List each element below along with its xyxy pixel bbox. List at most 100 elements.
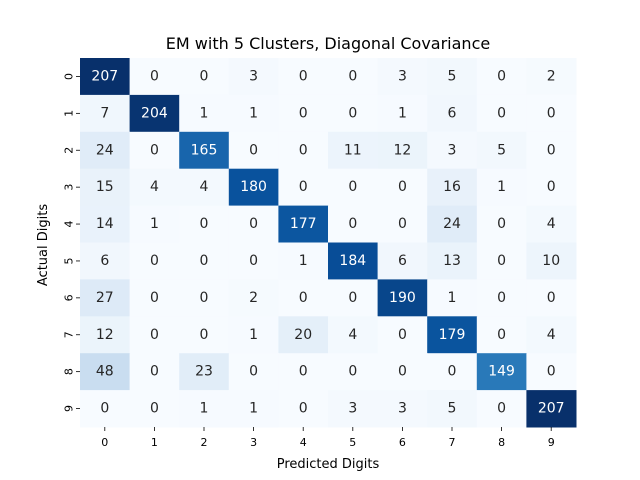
heatmap-cell-9-4 xyxy=(278,390,329,428)
heatmap-cell-0-2 xyxy=(179,58,230,96)
heatmap-cell-8-1 xyxy=(129,353,180,391)
cell-value-6-7: 1 xyxy=(448,290,457,306)
cell-value-5-1: 0 xyxy=(150,253,159,269)
heatmap-cell-6-5 xyxy=(328,279,379,317)
heatmap-cell-4-5 xyxy=(328,205,379,243)
cell-value-6-1: 0 xyxy=(150,290,159,306)
y-tick-label-2: 2 xyxy=(63,147,76,154)
heatmap-cell-8-3 xyxy=(228,353,279,391)
cell-value-7-7: 179 xyxy=(439,327,466,343)
cell-value-8-4: 0 xyxy=(299,364,308,380)
cell-value-2-7: 3 xyxy=(448,142,457,158)
heatmap-cell-8-7 xyxy=(427,353,478,391)
heatmap-cell-0-1 xyxy=(129,58,180,96)
cell-value-0-3: 3 xyxy=(249,68,258,84)
cell-value-3-0: 15 xyxy=(96,179,114,195)
heatmap-cell-4-0 xyxy=(80,205,131,243)
heatmap-cell-7-4 xyxy=(278,316,329,354)
heatmap-cell-1-5 xyxy=(328,94,379,133)
cell-value-8-1: 0 xyxy=(150,364,159,380)
heatmap-cell-3-5 xyxy=(328,168,379,207)
cell-value-6-5: 0 xyxy=(348,290,357,306)
heatmap-cell-5-4 xyxy=(278,242,329,280)
cell-value-5-7: 13 xyxy=(443,253,461,269)
heatmap-cell-4-8 xyxy=(476,205,527,243)
y-tick-label-0: 0 xyxy=(63,73,76,80)
cell-value-4-4: 177 xyxy=(290,216,317,232)
heatmap-cell-6-1 xyxy=(129,279,180,317)
cell-value-3-7: 16 xyxy=(443,179,461,195)
heatmap-cell-4-2 xyxy=(179,205,230,243)
y-tick-label-3: 3 xyxy=(63,184,76,191)
heatmap-cell-6-0 xyxy=(80,279,131,317)
cell-value-8-3: 0 xyxy=(249,364,258,380)
cell-value-7-0: 12 xyxy=(96,327,114,343)
heatmap-cell-3-8 xyxy=(476,168,527,207)
x-tick-label-1: 1 xyxy=(151,436,158,449)
cell-value-8-2: 23 xyxy=(195,364,213,380)
cell-value-2-2: 165 xyxy=(191,142,218,158)
cell-value-3-3: 180 xyxy=(240,179,267,195)
cell-value-2-3: 0 xyxy=(249,142,258,158)
y-axis-ticks: 0 1 2 3 4 5 6 7 8 9 xyxy=(63,73,80,412)
cell-value-5-2: 0 xyxy=(200,253,209,269)
cell-value-5-5: 184 xyxy=(339,253,366,269)
heatmap-cell-7-0 xyxy=(80,316,131,354)
cell-value-1-5: 0 xyxy=(348,105,357,121)
y-tick-label-5: 5 xyxy=(63,257,76,264)
y-tick-label-7: 7 xyxy=(63,331,76,338)
heatmap-cell-8-8 xyxy=(476,353,527,391)
heatmap-cell-2-3 xyxy=(228,131,279,170)
cell-value-8-0: 48 xyxy=(96,364,114,380)
chart-title: EM with 5 Clusters, Diagonal Covariance xyxy=(166,34,490,53)
heatmap-cell-2-2 xyxy=(179,131,230,170)
cell-value-1-6: 1 xyxy=(398,105,407,121)
heatmap-cell-3-9 xyxy=(526,168,577,207)
heatmap-cell-5-3 xyxy=(228,242,279,280)
cell-value-4-7: 24 xyxy=(443,216,461,232)
heatmap-cell-2-4 xyxy=(278,131,329,170)
cell-value-0-5: 0 xyxy=(348,68,357,84)
heatmap-cell-5-0 xyxy=(80,242,131,280)
cell-value-6-2: 0 xyxy=(200,290,209,306)
heatmap-cell-7-5 xyxy=(328,316,379,354)
cell-value-1-0: 7 xyxy=(100,105,109,121)
y-tick-label-8: 8 xyxy=(63,368,76,375)
x-axis-label: Predicted Digits xyxy=(277,457,380,472)
x-tick-label-9: 9 xyxy=(548,436,555,449)
cell-value-1-2: 1 xyxy=(200,105,209,121)
y-tick-label-4: 4 xyxy=(63,221,76,228)
cell-value-9-2: 1 xyxy=(200,401,209,417)
heatmap-cell-4-3 xyxy=(228,205,279,243)
cell-value-9-5: 3 xyxy=(348,401,357,417)
cell-value-4-0: 14 xyxy=(96,216,114,232)
y-tick-label-1: 1 xyxy=(63,110,76,117)
x-tick-label-8: 8 xyxy=(498,436,505,449)
cell-value-7-6: 0 xyxy=(398,327,407,343)
cell-value-3-1: 4 xyxy=(150,179,159,195)
heatmap-cell-5-6 xyxy=(377,242,428,280)
heatmap-cell-2-9 xyxy=(526,131,577,170)
heatmap-cell-5-8 xyxy=(476,242,527,280)
cell-value-0-2: 0 xyxy=(200,68,209,84)
heatmap-cell-7-8 xyxy=(476,316,527,354)
heatmap-cell-2-7 xyxy=(427,131,478,170)
cell-value-6-4: 0 xyxy=(299,290,308,306)
cell-value-4-9: 4 xyxy=(547,216,556,232)
cell-value-4-2: 0 xyxy=(200,216,209,232)
x-tick-label-4: 4 xyxy=(300,436,307,449)
x-tick-label-6: 6 xyxy=(399,436,406,449)
heatmap-cell-6-3 xyxy=(228,279,279,317)
cell-value-9-3: 1 xyxy=(249,401,258,417)
cell-value-1-7: 6 xyxy=(448,105,457,121)
heatmap-cell-0-5 xyxy=(328,58,379,96)
heatmap-cell-2-6 xyxy=(377,131,428,170)
y-axis-label: Actual Digits xyxy=(36,204,51,286)
heatmap-cell-6-2 xyxy=(179,279,230,317)
cell-value-1-3: 1 xyxy=(249,105,258,121)
heatmap-cell-5-5 xyxy=(328,242,379,280)
heatmap-cell-9-8 xyxy=(476,390,527,428)
x-tick-label-2: 2 xyxy=(201,436,208,449)
cell-value-0-6: 3 xyxy=(398,68,407,84)
heatmap-cells xyxy=(80,58,577,428)
